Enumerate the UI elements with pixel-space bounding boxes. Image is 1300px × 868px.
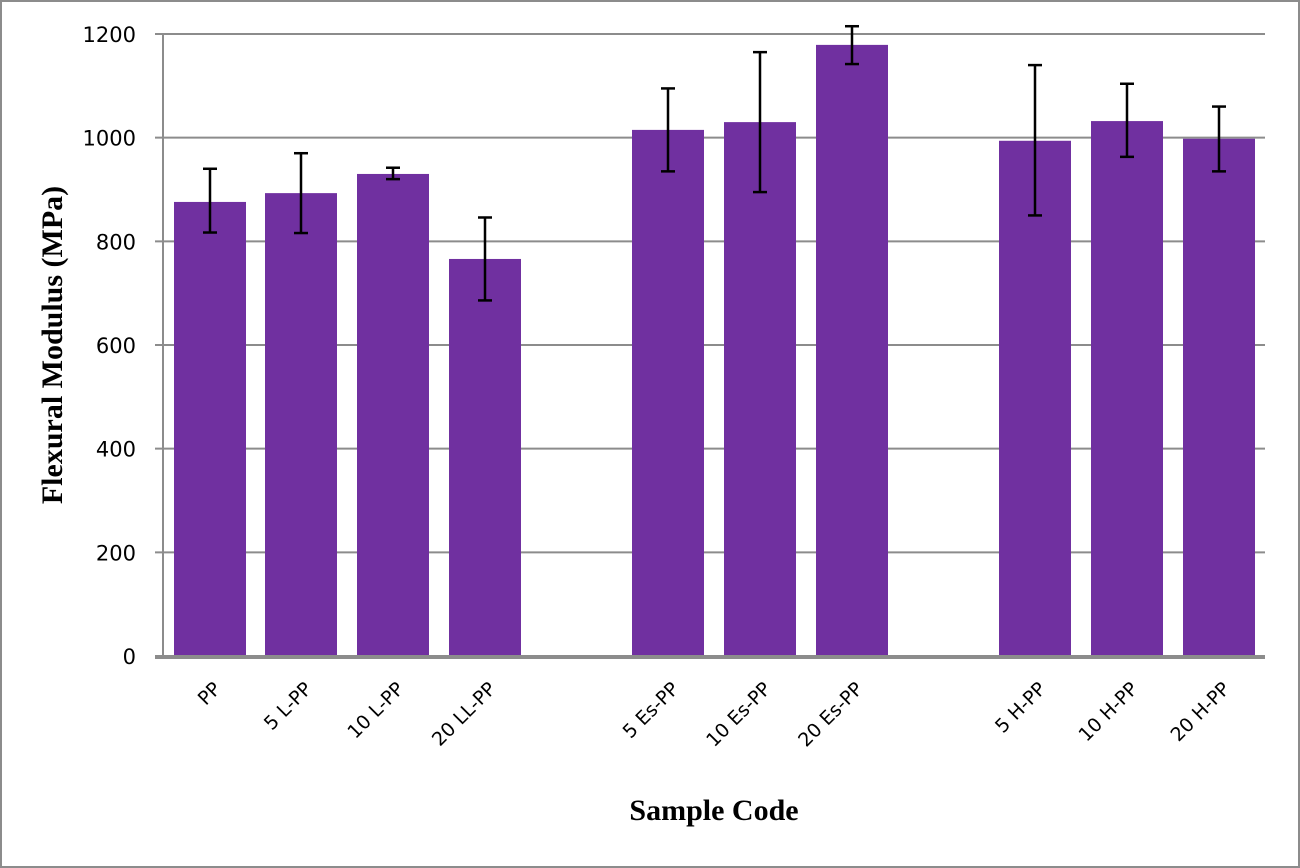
y-tick-label: 1200 xyxy=(83,23,136,47)
error-bars xyxy=(203,24,1226,302)
x-tick-labels: PP 5 L-PP 10 L-PP 20 LL-PP 5 Es-PP 10 Es-PP 20… xyxy=(194,678,1235,751)
bar xyxy=(174,201,246,656)
y-tick-label: 600 xyxy=(96,334,136,358)
bar xyxy=(449,258,521,656)
x-tick-label: 10 Es-PP xyxy=(702,678,775,751)
bar xyxy=(357,173,429,656)
x-tick-label: 5 Es-PP xyxy=(619,678,684,743)
gridlines xyxy=(155,33,1265,554)
y-tick-label: 1000 xyxy=(83,127,136,151)
y-axis-title: Flexural Modulus (MPa) xyxy=(36,186,69,504)
bar xyxy=(265,193,337,656)
x-tick-label: 20 LL-PP xyxy=(428,678,501,751)
x-tick-label: 20 Es-PP xyxy=(794,678,867,751)
y-tick-label: 400 xyxy=(96,438,136,462)
x-tick-label: 5 H-PP xyxy=(991,678,1051,738)
bar xyxy=(1183,138,1255,656)
x-tick-label: 10 H-PP xyxy=(1074,678,1142,746)
bar xyxy=(999,140,1071,656)
bar xyxy=(816,44,888,656)
x-tick-label: 5 L-PP xyxy=(260,678,317,735)
y-tick-labels: 0 200 400 600 800 1000 1200 xyxy=(83,23,136,669)
x-tick-label: 10 L-PP xyxy=(343,678,408,743)
axes xyxy=(155,34,1265,659)
bar xyxy=(724,122,796,656)
y-tick-label: 200 xyxy=(96,541,136,565)
y-tick-label: 0 xyxy=(123,645,136,669)
bars xyxy=(174,44,1255,656)
bar xyxy=(632,129,704,656)
x-tick-label: PP xyxy=(194,678,226,710)
x-axis-title: Sample Code xyxy=(629,794,798,827)
x-tick-label: 20 H-PP xyxy=(1166,678,1234,746)
y-tick-label: 800 xyxy=(96,230,136,254)
bar xyxy=(1091,121,1163,656)
